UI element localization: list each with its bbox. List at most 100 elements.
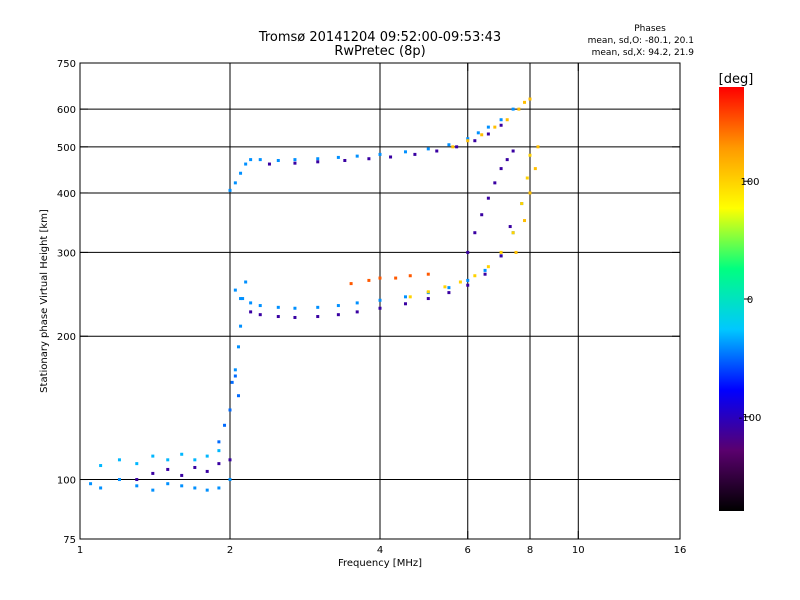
echo-point (483, 268, 487, 272)
echo-point (536, 145, 540, 149)
echo-point (476, 131, 480, 135)
echo-point (458, 280, 462, 284)
echo-point (228, 188, 232, 192)
phase-colorbar (719, 87, 744, 511)
echo-point (447, 286, 451, 290)
echo-point (180, 452, 184, 456)
colorbar-ticks: 100 0 -100 (739, 177, 762, 424)
echo-point (228, 478, 232, 482)
echo-point (135, 478, 139, 482)
echo-point (466, 283, 470, 287)
echo-point (426, 290, 430, 294)
echo-point (493, 181, 497, 185)
echo-point (378, 276, 382, 280)
echo-point (367, 278, 371, 282)
echo-point (267, 162, 271, 166)
echo-point (413, 152, 417, 156)
echo-point (99, 486, 103, 490)
echo-point (435, 149, 439, 153)
y-axis-label: Stationary phase Virtual Height [km] (39, 209, 50, 393)
echo-point (193, 486, 197, 490)
echo-point (394, 276, 398, 280)
echo-point (205, 469, 209, 473)
echo-point (336, 313, 340, 317)
echo-point (193, 458, 197, 462)
echo-point (249, 310, 253, 314)
echo-point (514, 250, 518, 254)
x-tick-label: 6 (465, 545, 471, 556)
echo-point (241, 297, 245, 301)
x-tick-label: 8 (527, 545, 533, 556)
echo-point (499, 123, 503, 127)
chart-subtitle: RwPretec (8p) (334, 44, 425, 59)
echo-point (486, 265, 490, 269)
y-axis-ticks: 75 100 200 300 400 500 600 750 (57, 59, 680, 546)
echo-point (117, 458, 121, 462)
echo-point (117, 478, 121, 482)
echo-point (378, 152, 382, 156)
echo-point (135, 462, 139, 466)
echo-point (528, 153, 532, 157)
echo-point (408, 295, 412, 299)
echo-point (233, 288, 237, 292)
echo-point (228, 408, 232, 412)
echo-point (205, 454, 209, 458)
echo-point (336, 304, 340, 308)
echo-point (403, 150, 407, 154)
colorbar-tick-label: 100 (740, 177, 759, 188)
echo-point (480, 133, 484, 137)
echo-point (166, 467, 170, 471)
echo-point (466, 278, 470, 282)
echo-point (180, 484, 184, 488)
echo-point (223, 423, 227, 427)
echo-point (443, 285, 447, 289)
echo-point (316, 305, 320, 309)
echo-point (499, 118, 503, 122)
echo-point (233, 181, 237, 185)
echo-point (166, 482, 170, 486)
y-tick-label: 200 (57, 332, 76, 343)
echo-point (217, 449, 221, 453)
echo-point (236, 394, 240, 398)
echo-point (258, 158, 262, 162)
echo-point (89, 482, 93, 486)
echo-point (505, 118, 509, 122)
echo-point (508, 225, 512, 229)
echo-point (217, 462, 221, 466)
echo-point (217, 486, 221, 490)
phases-mean-o: mean, sd,O: -80.1, 20.1 (588, 36, 694, 46)
echo-point (239, 324, 243, 328)
echo-point (293, 158, 297, 162)
echo-point (276, 315, 280, 319)
echo-point (528, 97, 532, 101)
echo-point (505, 158, 509, 162)
echo-point (511, 107, 515, 111)
echo-points (89, 97, 540, 492)
echo-point (403, 302, 407, 306)
echo-point (249, 301, 253, 305)
echo-point (135, 484, 139, 488)
echo-point (473, 231, 477, 235)
echo-point (276, 305, 280, 309)
echo-point (499, 167, 503, 171)
echo-point (166, 458, 170, 462)
echo-point (230, 380, 234, 384)
chart-title: Tromsø 20141204 09:52:00-09:53:43 (258, 30, 501, 45)
echo-point (493, 125, 497, 129)
echo-point (293, 161, 297, 165)
echo-point (236, 345, 240, 349)
y-tick-label: 600 (57, 105, 76, 116)
echo-point (517, 107, 521, 111)
echo-point (258, 313, 262, 317)
echo-point (499, 254, 503, 258)
echo-point (233, 368, 237, 372)
echo-point (151, 471, 155, 475)
y-tick-label: 500 (57, 143, 76, 154)
phases-mean-x: mean, sd,X: 94.2, 21.9 (592, 48, 695, 58)
echo-point (239, 297, 243, 301)
echo-point (151, 488, 155, 492)
x-tick-label: 4 (377, 545, 383, 556)
y-tick-label: 300 (57, 248, 76, 259)
echo-point (455, 145, 459, 149)
